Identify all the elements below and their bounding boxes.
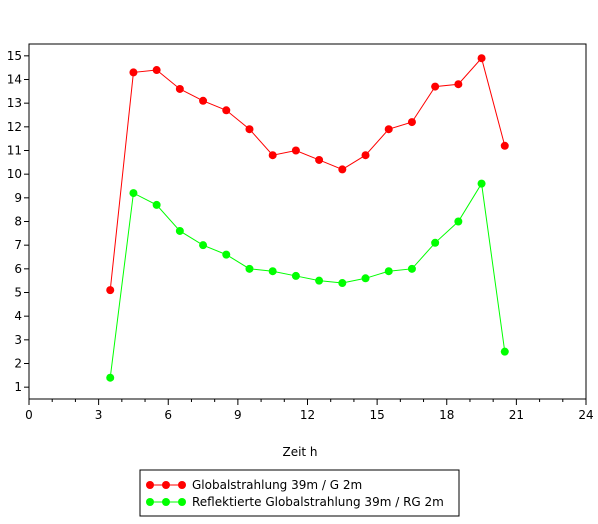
x-tick-label: 9	[234, 408, 242, 422]
x-tick-label: 18	[439, 408, 454, 422]
data-point	[407, 118, 416, 127]
y-tick-label: 3	[14, 333, 22, 347]
x-axis: 0 3 6 9 12 15 18 21 24	[25, 399, 594, 422]
data-point	[291, 271, 300, 280]
y-tick-label: 1	[14, 380, 22, 394]
data-point	[106, 373, 115, 382]
data-point	[199, 241, 208, 250]
series-line-2	[109, 182, 506, 378]
y-tick-label: 13	[7, 96, 22, 110]
legend-label: Reflektierte Globalstrahlung 39m / RG 2m	[192, 495, 444, 509]
data-point	[454, 80, 463, 89]
data-point	[384, 125, 393, 134]
data-point	[338, 165, 347, 174]
data-point	[106, 286, 115, 295]
data-point	[291, 146, 300, 155]
x-tick-label: 24	[578, 408, 593, 422]
x-tick-label: 12	[300, 408, 315, 422]
y-tick-label: 8	[14, 215, 22, 229]
data-point	[152, 66, 161, 75]
legend-marker	[146, 481, 154, 489]
data-point	[361, 274, 370, 283]
y-tick-label: 7	[14, 238, 22, 252]
data-point	[477, 179, 486, 188]
y-tick-label: 14	[7, 73, 22, 87]
data-point	[500, 141, 509, 150]
legend-marker	[162, 481, 170, 489]
data-point	[315, 155, 324, 164]
x-axis-label: Zeit h	[282, 445, 317, 459]
y-tick-label: 2	[14, 357, 22, 371]
data-point	[245, 264, 254, 273]
x-tick-label: 15	[369, 408, 384, 422]
x-tick-label: 0	[25, 408, 33, 422]
x-tick-label: 6	[164, 408, 172, 422]
data-point	[500, 347, 509, 356]
legend-label: Globalstrahlung 39m / G 2m	[192, 478, 362, 492]
data-point	[384, 267, 393, 276]
data-point	[315, 276, 324, 285]
data-point	[338, 279, 347, 288]
legend-marker	[162, 498, 170, 506]
data-point	[268, 267, 277, 276]
legend-marker	[178, 481, 186, 489]
x-tick-label: 21	[509, 408, 524, 422]
y-tick-label: 6	[14, 262, 22, 276]
x-tick-label: 3	[95, 408, 103, 422]
data-point	[152, 200, 161, 209]
y-tick-label: 9	[14, 191, 22, 205]
data-point	[222, 106, 231, 115]
data-point	[175, 84, 184, 93]
data-point	[431, 238, 440, 247]
series-layer	[106, 54, 509, 382]
y-tick-label: 10	[7, 167, 22, 181]
data-point	[454, 217, 463, 226]
legend-box	[139, 469, 460, 517]
data-point	[268, 151, 277, 160]
y-tick-label: 5	[14, 286, 22, 300]
data-point	[431, 82, 440, 91]
y-tick-label: 12	[7, 120, 22, 134]
y-tick-label: 15	[7, 49, 22, 63]
y-tick-label: 4	[14, 309, 22, 323]
legend-marker	[146, 498, 154, 506]
series-line-1	[109, 57, 506, 291]
data-point	[175, 226, 184, 235]
data-point	[129, 189, 138, 198]
data-point	[199, 96, 208, 105]
legend-marker	[178, 498, 186, 506]
y-tick-label: 11	[7, 144, 22, 158]
plot-border	[28, 43, 587, 400]
data-point	[222, 250, 231, 259]
data-point	[245, 125, 254, 134]
data-point	[477, 54, 486, 63]
data-point	[361, 151, 370, 160]
data-point	[407, 264, 416, 273]
data-point	[129, 68, 138, 77]
plot-frame	[28, 43, 587, 400]
legend: Globalstrahlung 39m / G 2m Reflektierte G…	[139, 469, 460, 517]
